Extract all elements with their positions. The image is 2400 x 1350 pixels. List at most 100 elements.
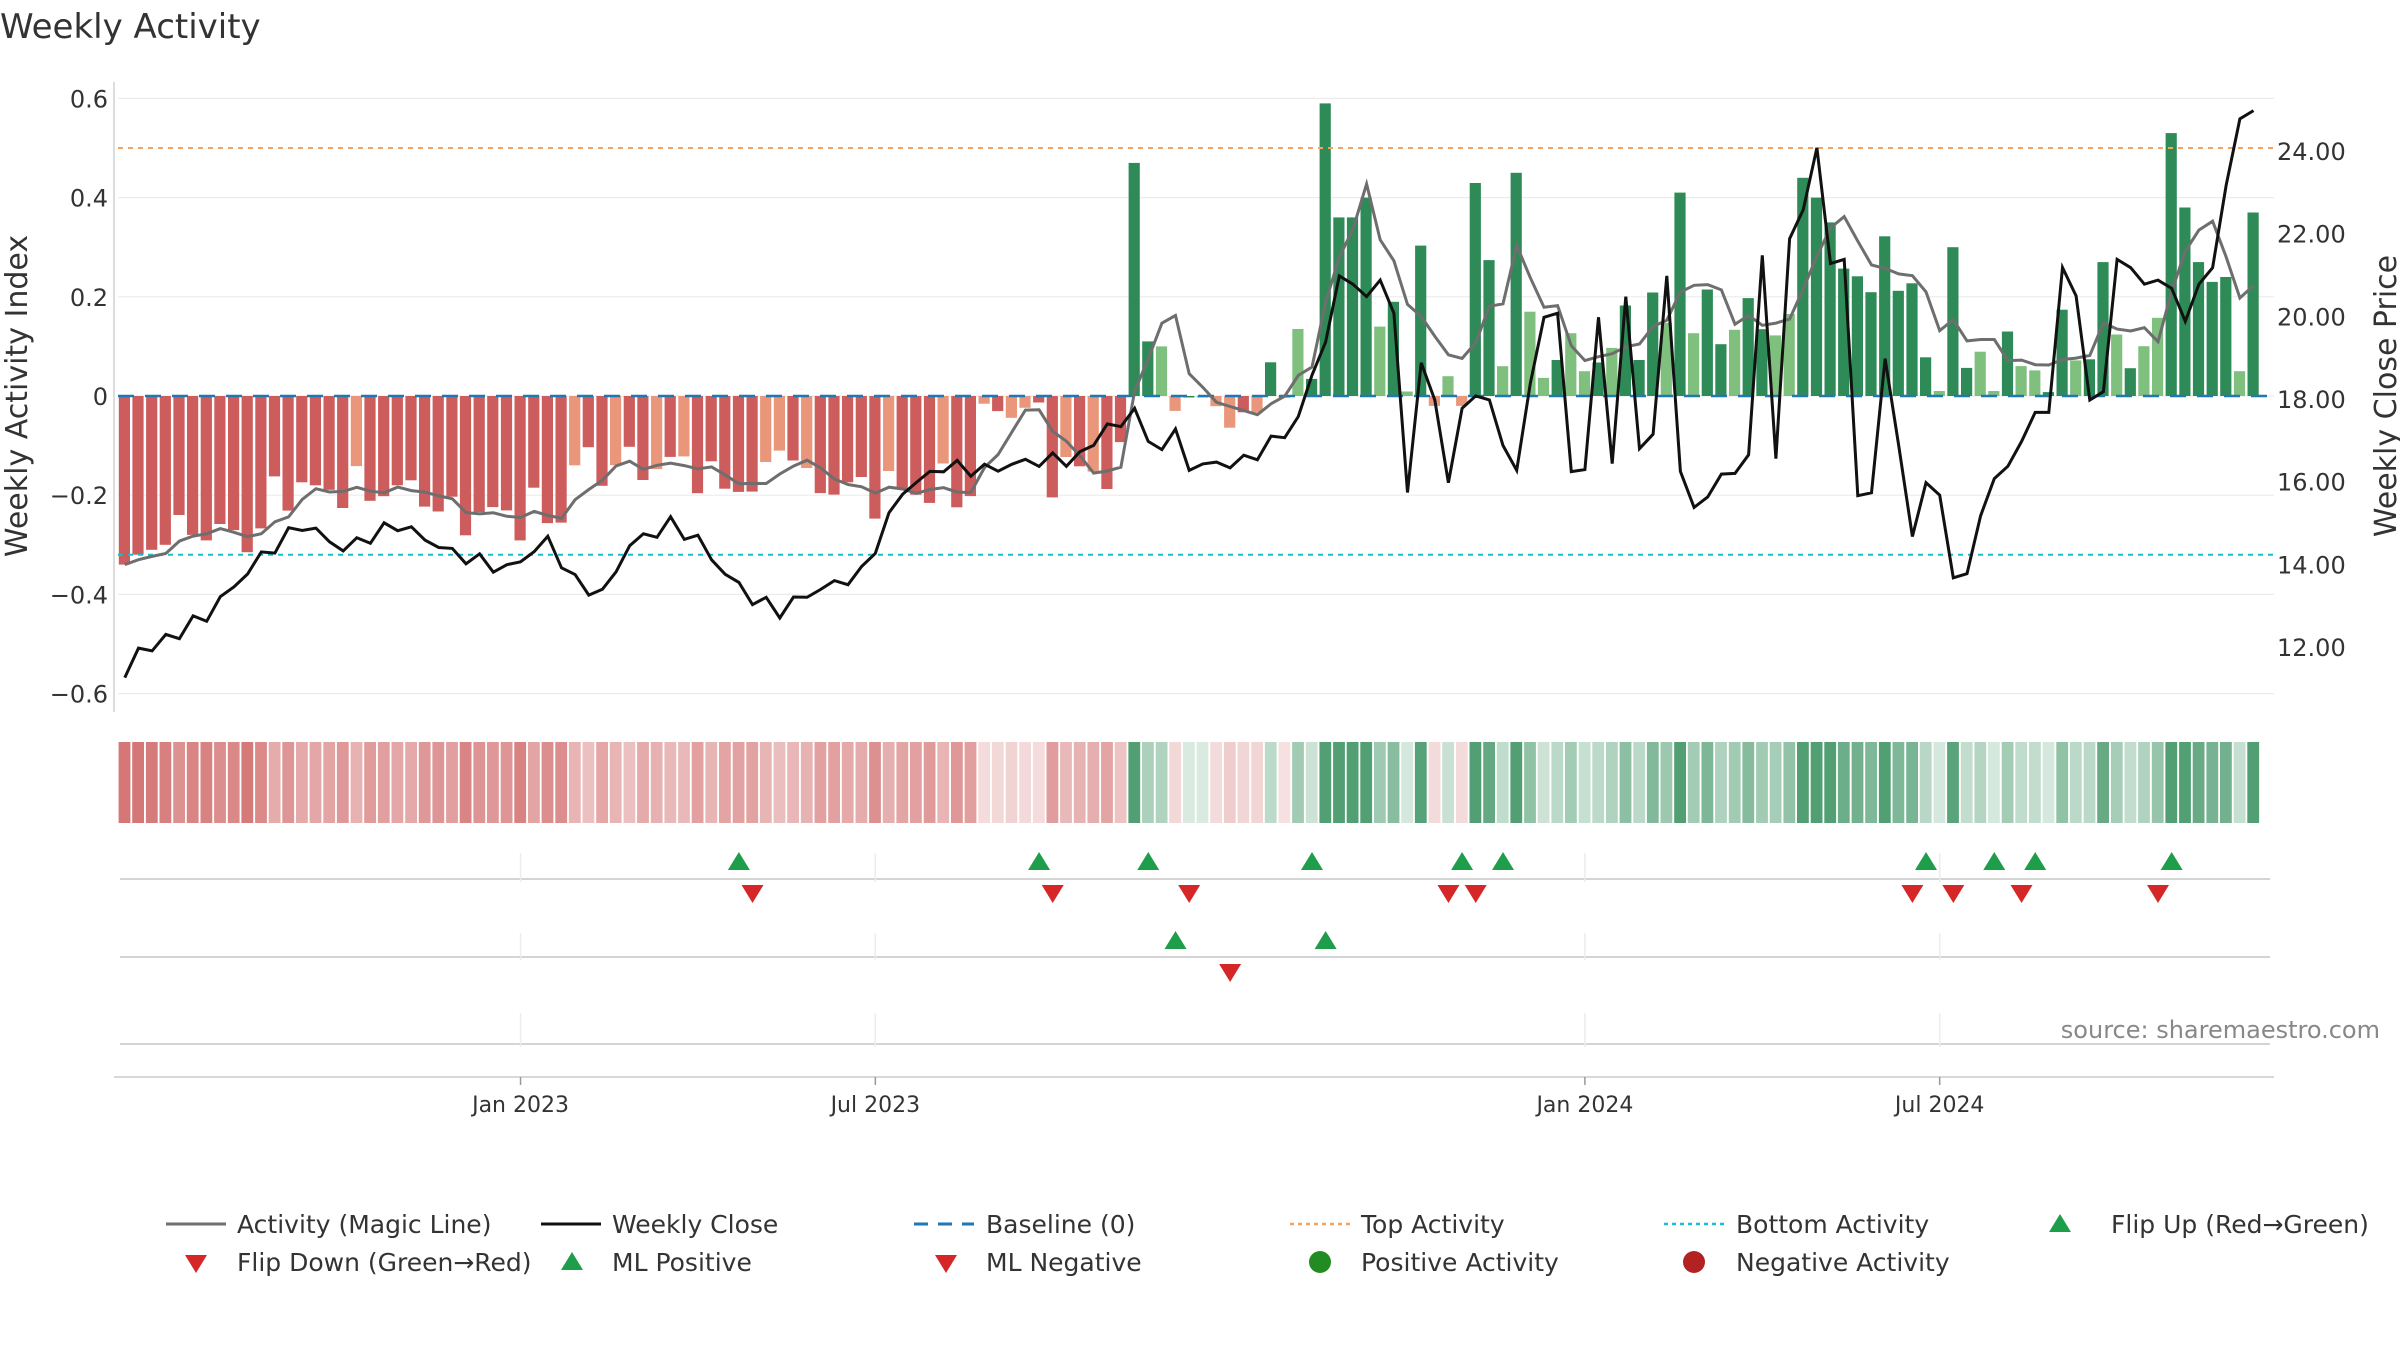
heat-cell: [473, 742, 486, 823]
activity-bar: [2097, 262, 2109, 396]
activity-bar: [1592, 362, 1604, 396]
heat-cell: [1524, 742, 1536, 823]
activity-bar: [350, 396, 362, 467]
heat-cell: [2042, 742, 2055, 823]
activity-bar: [1537, 377, 1550, 396]
flip-up-marker: [1915, 852, 1938, 870]
heat-cell: [1988, 742, 2000, 823]
y-tick-label: 0.2: [70, 284, 108, 312]
activity-bar: [296, 396, 308, 483]
activity-bar: [1374, 326, 1386, 396]
heat-cell: [1060, 742, 1072, 823]
heat-cell: [405, 742, 417, 823]
activity-bar: [1155, 346, 1168, 396]
heat-cell: [719, 742, 731, 823]
x-tick-label: Jul 2023: [829, 1093, 921, 1118]
heat-cell: [500, 742, 513, 823]
activity-bar: [1469, 183, 1481, 396]
heat-cell: [1374, 742, 1386, 823]
heat-cell: [991, 742, 1004, 823]
heat-cell: [459, 742, 472, 823]
heat-cell: [1210, 742, 1222, 823]
heat-cell: [200, 742, 213, 823]
heat-cell: [1455, 742, 1468, 823]
activity-bar: [1578, 371, 1591, 396]
heat-cell: [2001, 742, 2014, 823]
x-tick-label: Jan 2023: [470, 1093, 569, 1118]
heat-cell: [1592, 742, 1605, 823]
magic-line-series: [124, 178, 2255, 567]
activity-bar: [1074, 396, 1086, 467]
activity-bar: [1647, 292, 1659, 396]
activity-bar: [814, 396, 826, 494]
activity-bar: [541, 396, 553, 524]
y-tick-label: −0.2: [50, 482, 108, 510]
activity-bar: [337, 396, 349, 508]
legend-label: Flip Up (Red→Green): [2111, 1210, 2369, 1239]
flip-down-marker: [1942, 885, 1965, 903]
activity-bar: [964, 396, 976, 497]
heat-cell: [1032, 742, 1045, 823]
heat-cell: [2110, 742, 2123, 823]
heat-cell: [1633, 742, 1646, 823]
heat-cell: [2151, 742, 2164, 823]
heat-cell: [978, 742, 991, 823]
heat-cell: [2247, 742, 2260, 823]
activity-bar: [500, 396, 513, 511]
heat-cell: [1073, 742, 1086, 823]
flip-up-marker: [1028, 852, 1051, 870]
heat-cell: [1878, 742, 1891, 823]
activity-bar: [1619, 305, 1631, 396]
heat-cell: [1974, 742, 1987, 823]
main-plot-area: 0.6 0.4 0.2 0 −0.2 −0.4 −0.6 24.00 22.00 20.00 18…: [50, 82, 2346, 712]
activity-bar: [555, 396, 567, 523]
activity-bar: [1865, 292, 1877, 396]
legend-label: Flip Down (Green→Red): [237, 1248, 532, 1277]
flip-up-marker: [2160, 852, 2183, 870]
heat-cell: [2097, 742, 2109, 823]
heat-cell: [1305, 742, 1318, 823]
activity-bar: [1783, 314, 1795, 396]
heat-cell: [1756, 742, 1768, 823]
heat-cell: [1469, 742, 1482, 823]
heat-cell: [800, 742, 813, 823]
activity-bar: [1524, 311, 1536, 396]
activity-bar: [1606, 347, 1618, 396]
heat-cell: [296, 742, 308, 823]
heat-cell: [2015, 742, 2028, 823]
heat-cell: [1292, 742, 1304, 823]
heat-cell: [323, 742, 336, 823]
legend-label: Baseline (0): [986, 1210, 1135, 1239]
activity-bar: [937, 396, 949, 464]
heat-cell: [1606, 742, 1618, 823]
legend-ml-positive-icon: [561, 1252, 583, 1270]
heat-cell: [1428, 742, 1441, 823]
activity-bar: [1769, 335, 1782, 396]
heat-cell: [159, 742, 172, 823]
activity-bar: [664, 396, 676, 457]
y-tick-label: −0.4: [50, 581, 108, 609]
y2-tick-label: 22.00: [2277, 221, 2346, 249]
activity-bar: [2152, 317, 2164, 396]
activity-bar: [705, 396, 717, 462]
activity-bar: [855, 396, 867, 477]
heat-cell: [2206, 742, 2219, 823]
y-tick-label: 0.4: [70, 185, 108, 213]
heat-cell: [1278, 742, 1291, 823]
heat-cell: [1742, 742, 1755, 823]
activity-bar: [1824, 222, 1836, 396]
activity-bar: [2124, 368, 2136, 396]
activity-bar: [2083, 359, 2095, 396]
heat-cell: [746, 742, 759, 823]
activity-bar: [255, 396, 267, 529]
heat-cell: [1114, 742, 1127, 823]
legend-label: Weekly Close: [612, 1210, 778, 1239]
heat-cell: [268, 742, 281, 823]
activity-bar: [173, 396, 185, 515]
activity-bar: [1988, 391, 2000, 396]
activity-bar: [1851, 276, 1863, 396]
weekly-close-series: [123, 109, 2255, 679]
activity-bar: [405, 396, 417, 481]
activity-bar: [2042, 392, 2054, 396]
